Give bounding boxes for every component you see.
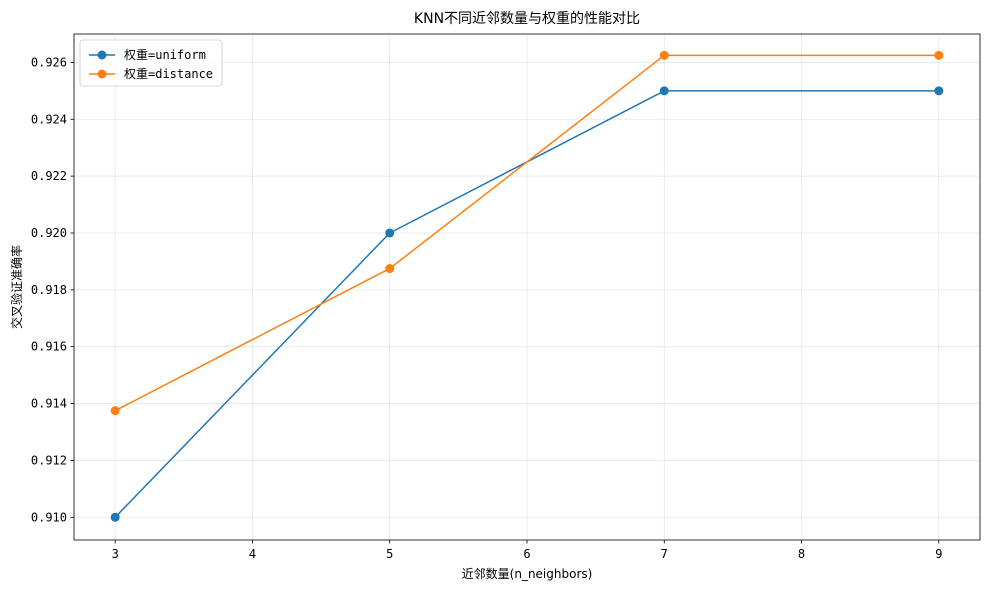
- x-tick-label: 6: [523, 547, 530, 561]
- series-1: [110, 50, 944, 416]
- series-line: [114, 54, 939, 412]
- legend-marker: [97, 50, 107, 60]
- data-point: [385, 228, 395, 238]
- y-tick-label: 0.922: [31, 169, 67, 183]
- grid: [74, 34, 980, 540]
- legend-marker: [97, 69, 107, 79]
- data-point: [659, 50, 669, 60]
- ticks: 3 4 5 6 7 8 9 0.910 0.912 0.914 0.916 0.918 0.920 0.9…: [31, 55, 943, 561]
- y-tick-label: 0.912: [31, 453, 67, 467]
- y-tick-label: 0.918: [31, 283, 67, 297]
- series-layer: [110, 50, 944, 522]
- x-tick-label: 4: [249, 547, 256, 561]
- y-tick-label: 0.910: [31, 510, 67, 524]
- legend: 权重=uniform 权重=distance: [79, 39, 223, 87]
- legend-box: [79, 39, 223, 87]
- data-point: [110, 512, 120, 522]
- chart-title: KNN不同近邻数量与权重的性能对比: [414, 11, 640, 27]
- data-point: [110, 406, 120, 416]
- data-point: [659, 86, 669, 96]
- y-tick-label: 0.916: [31, 340, 67, 354]
- data-point: [934, 50, 944, 60]
- x-tick-label: 5: [386, 547, 393, 561]
- x-axis-label: 近邻数量(n_neighbors): [462, 566, 593, 581]
- y-tick-label: 0.926: [31, 55, 67, 69]
- y-tick-label: 0.914: [31, 397, 67, 411]
- data-point: [934, 86, 944, 96]
- legend-label: 权重=uniform: [124, 48, 206, 62]
- y-tick-label: 0.924: [31, 112, 67, 126]
- x-tick-label: 7: [661, 547, 668, 561]
- y-axis-label: 交叉验证准确率: [9, 245, 24, 329]
- data-point: [385, 264, 395, 274]
- x-tick-label: 9: [935, 547, 942, 561]
- y-tick-label: 0.920: [31, 226, 67, 240]
- x-tick-label: 3: [112, 547, 119, 561]
- x-tick-label: 8: [798, 547, 805, 561]
- legend-label: 权重=distance: [124, 67, 213, 81]
